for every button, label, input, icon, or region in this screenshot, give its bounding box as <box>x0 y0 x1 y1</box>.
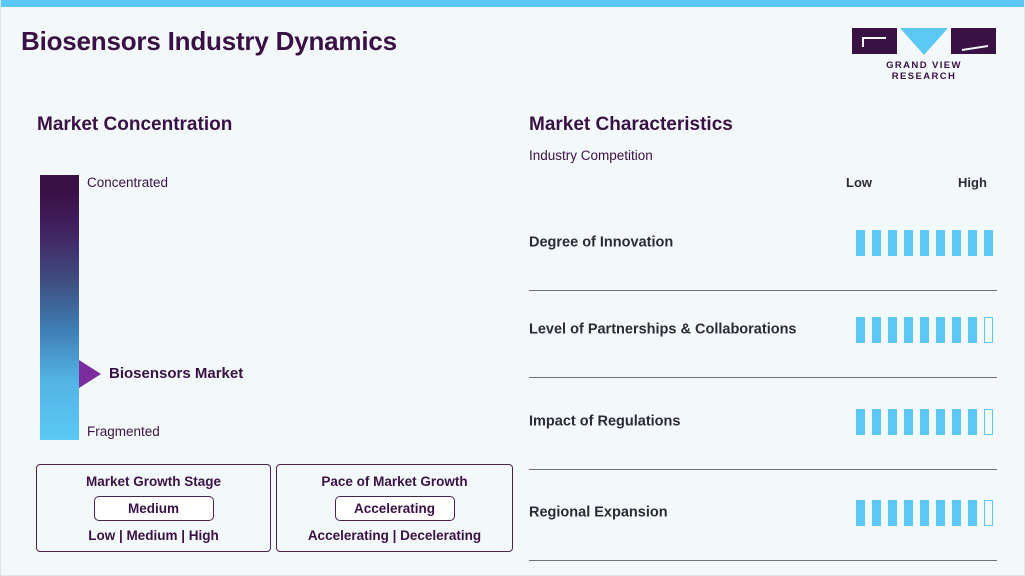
characteristic-label: Regional Expansion <box>529 504 668 521</box>
meter-tick-filled <box>888 230 897 256</box>
meter-tick-filled <box>904 409 913 435</box>
meter-tick-filled <box>936 230 945 256</box>
meter-tick-filled <box>904 500 913 526</box>
axis-label-low: Low <box>846 175 872 190</box>
characteristic-meter <box>856 409 993 435</box>
meter-tick-filled <box>872 230 881 256</box>
characteristic-row: Regional Expansion <box>529 466 997 560</box>
growth-pace-range: Accelerating | Decelerating <box>307 528 482 543</box>
meter-tick-filled <box>984 230 993 256</box>
logo-marks <box>852 28 996 55</box>
meter-tick-filled <box>952 409 961 435</box>
market-characteristics-title: Market Characteristics <box>529 114 733 135</box>
meter-tick-filled <box>968 230 977 256</box>
characteristic-row: Level of Partnerships & Collaborations <box>529 283 997 377</box>
meter-tick-filled <box>920 500 929 526</box>
meter-tick-filled <box>856 230 865 256</box>
characteristic-label: Impact of Regulations <box>529 413 681 430</box>
characteristic-row: Impact of Regulations <box>529 375 997 469</box>
meter-tick-filled <box>904 230 913 256</box>
meter-tick-filled <box>936 500 945 526</box>
meter-tick-filled <box>856 409 865 435</box>
characteristic-label: Degree of Innovation <box>529 234 674 251</box>
scale-label-concentrated: Concentrated <box>87 175 169 190</box>
market-characteristics-subtitle: Industry Competition <box>529 148 653 163</box>
meter-tick-filled <box>888 500 897 526</box>
meter-tick-filled <box>888 317 897 343</box>
row-divider <box>529 469 997 470</box>
triangle-right-icon <box>79 360 101 388</box>
axis-label-high: High <box>958 175 987 190</box>
characteristic-meter <box>856 230 993 256</box>
growth-pace-title: Pace of Market Growth <box>321 474 468 489</box>
meter-tick-filled <box>888 409 897 435</box>
concentration-gradient-scale <box>40 175 79 440</box>
growth-stage-range: Low | Medium | High <box>88 528 219 543</box>
row-divider <box>529 560 997 561</box>
logo-triangle-icon <box>900 28 948 55</box>
meter-tick-filled <box>968 317 977 343</box>
characteristic-label: Level of Partnerships & Collaborations <box>529 321 797 338</box>
top-accent-bar <box>1 0 1024 7</box>
meter-tick-filled <box>968 500 977 526</box>
meter-tick-filled <box>856 317 865 343</box>
market-growth-stage-box: Market Growth Stage Medium Low | Medium … <box>36 464 271 552</box>
growth-pace-value: Accelerating <box>334 496 455 521</box>
meter-tick-filled <box>920 230 929 256</box>
page-title: Biosensors Industry Dynamics <box>21 26 397 56</box>
characteristic-row: Degree of Innovation <box>529 196 997 290</box>
meter-tick-filled <box>952 317 961 343</box>
growth-stage-title: Market Growth Stage <box>85 474 222 489</box>
logo-left-rect-icon <box>852 28 897 54</box>
meter-tick-empty <box>984 409 993 435</box>
meter-tick-filled <box>936 409 945 435</box>
meter-tick-filled <box>920 317 929 343</box>
meter-tick-filled <box>968 409 977 435</box>
meter-tick-empty <box>984 500 993 526</box>
meter-tick-filled <box>872 409 881 435</box>
meter-tick-filled <box>936 317 945 343</box>
meter-tick-filled <box>952 230 961 256</box>
meter-tick-empty <box>984 317 993 343</box>
logo-wordmark: GRAND VIEW RESEARCH <box>886 60 962 82</box>
meter-tick-filled <box>952 500 961 526</box>
market-concentration-title: Market Concentration <box>37 114 233 135</box>
meter-tick-filled <box>872 500 881 526</box>
meter-tick-filled <box>920 409 929 435</box>
growth-stage-value: Medium <box>93 496 214 521</box>
pace-of-market-growth-box: Pace of Market Growth Accelerating Accel… <box>276 464 513 552</box>
meter-tick-filled <box>904 317 913 343</box>
market-position-label: Biosensors Market <box>109 365 244 382</box>
characteristic-meter <box>856 317 993 343</box>
characteristic-meter <box>856 500 993 526</box>
row-divider <box>529 377 997 378</box>
scale-label-fragmented: Fragmented <box>87 424 160 439</box>
row-divider <box>529 290 997 291</box>
logo-right-rect-icon <box>951 28 996 54</box>
meter-tick-filled <box>856 500 865 526</box>
meter-tick-filled <box>872 317 881 343</box>
grand-view-research-logo: GRAND VIEW RESEARCH <box>852 28 996 82</box>
